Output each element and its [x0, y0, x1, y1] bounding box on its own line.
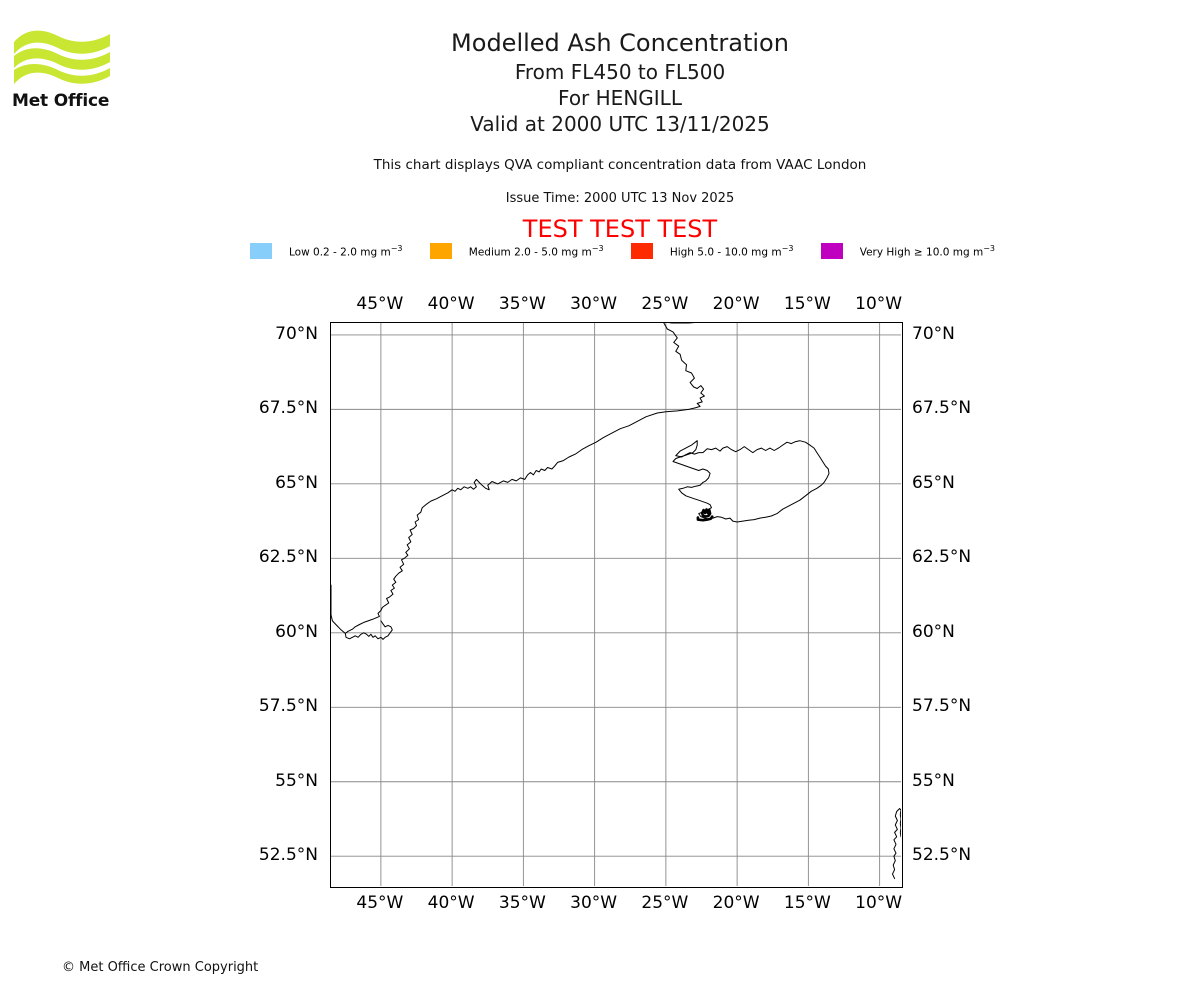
legend-label-high: High 5.0 - 10.0 mg m−3 — [669, 243, 794, 259]
tick-lon-top-0: 45°W — [356, 294, 404, 314]
legend-swatch-low — [250, 243, 272, 259]
met-office-logo: Met Office — [12, 26, 112, 112]
map-canvas — [331, 323, 901, 886]
tick-lat-right-6: 67.5°N — [912, 398, 972, 419]
coastline-greenland-southwest — [331, 584, 346, 634]
coastline-iceland — [672, 440, 830, 523]
volcano-marker — [696, 508, 714, 522]
tick-lon-top-1: 40°W — [427, 294, 475, 314]
legend-item-medium: Medium 2.0 - 5.0 mg m−3 — [429, 241, 604, 261]
tick-lon-bottom-0: 45°W — [356, 893, 404, 913]
qva-note: This chart displays QVA compliant concen… — [373, 157, 867, 173]
tick-lat-right-1: 55°N — [912, 770, 955, 791]
coastline-scotland-west — [892, 808, 901, 880]
tick-lon-bottom-4: 25°W — [641, 893, 689, 913]
tick-lat-right-4: 62.5°N — [912, 547, 972, 568]
tick-lat-left-2: 57.5°N — [258, 696, 318, 717]
met-office-logo-text: Met Office — [12, 91, 110, 111]
tick-lon-top-2: 35°W — [498, 294, 546, 314]
legend-label-medium: Medium 2.0 - 5.0 mg m−3 — [468, 243, 604, 259]
volcano-outline-0 — [700, 508, 712, 518]
tick-lon-top-7: 10°W — [855, 294, 903, 314]
copyright-footer: © Met Office Crown Copyright — [62, 960, 259, 975]
tick-lon-bottom-5: 20°W — [712, 893, 760, 913]
tick-lon-top-4: 25°W — [641, 294, 689, 314]
tick-lon-top-6: 15°W — [783, 294, 831, 314]
tick-lon-bottom-7: 10°W — [855, 893, 903, 913]
tick-lat-right-0: 52.5°N — [912, 845, 972, 866]
coastline-scotland-east — [899, 808, 901, 838]
tick-lat-left-7: 70°N — [275, 323, 318, 344]
tick-lat-right-3: 60°N — [912, 621, 955, 642]
tick-lon-bottom-3: 30°W — [570, 893, 618, 913]
legend-item-high: High 5.0 - 10.0 mg m−3 — [630, 241, 794, 261]
map-coastlines — [331, 323, 901, 880]
tick-lon-bottom-6: 15°W — [783, 893, 831, 913]
met-office-wave-mark — [14, 30, 110, 84]
tick-lat-left-1: 55°N — [275, 770, 318, 791]
volcano-outline-1 — [696, 515, 714, 522]
legend-label-low: Low 0.2 - 2.0 mg m−3 — [289, 243, 403, 259]
concentration-legend: Low 0.2 - 2.0 mg m−3 Medium 2.0 - 5.0 mg… — [250, 241, 995, 261]
tick-lat-right-2: 57.5°N — [912, 696, 972, 717]
tick-lat-left-0: 52.5°N — [258, 845, 318, 866]
volcano-subtitle: For HENGILL — [558, 86, 682, 110]
tick-lat-right-5: 65°N — [912, 472, 955, 493]
issue-time: Issue Time: 2000 UTC 13 Nov 2025 — [505, 191, 735, 206]
legend-swatch-high — [630, 243, 653, 259]
tick-lat-right-7: 70°N — [912, 323, 955, 344]
legend-item-very-high: Very High ≥ 10.0 mg m−3 — [820, 241, 995, 261]
tick-lon-top-3: 30°W — [570, 294, 618, 314]
legend-swatch-medium — [429, 243, 452, 259]
valid-time-subtitle: Valid at 2000 UTC 13/11/2025 — [470, 112, 770, 136]
map-gridlines — [331, 323, 901, 886]
tick-lon-top-5: 20°W — [712, 294, 760, 314]
legend-swatch-very-high — [820, 243, 843, 259]
legend-item-low: Low 0.2 - 2.0 mg m−3 — [250, 241, 402, 261]
tick-lon-bottom-2: 35°W — [498, 893, 546, 913]
page-title: Modelled Ash Concentration — [451, 29, 789, 57]
test-banner: TEST TEST TEST — [522, 215, 718, 243]
tick-lat-left-3: 60°N — [275, 621, 318, 642]
tick-lat-left-6: 67.5°N — [258, 398, 318, 419]
tick-lat-left-5: 65°N — [275, 472, 318, 493]
tick-lon-bottom-1: 40°W — [427, 893, 475, 913]
tick-lat-left-4: 62.5°N — [258, 547, 318, 568]
coastline-greenland — [344, 323, 705, 640]
ash-concentration-map[interactable] — [330, 322, 903, 888]
legend-label-very-high: Very High ≥ 10.0 mg m−3 — [859, 243, 995, 259]
chart-title-block: Modelled Ash Concentration From FL450 to… — [240, 28, 1000, 137]
flight-level-subtitle: From FL450 to FL500 — [514, 60, 726, 84]
